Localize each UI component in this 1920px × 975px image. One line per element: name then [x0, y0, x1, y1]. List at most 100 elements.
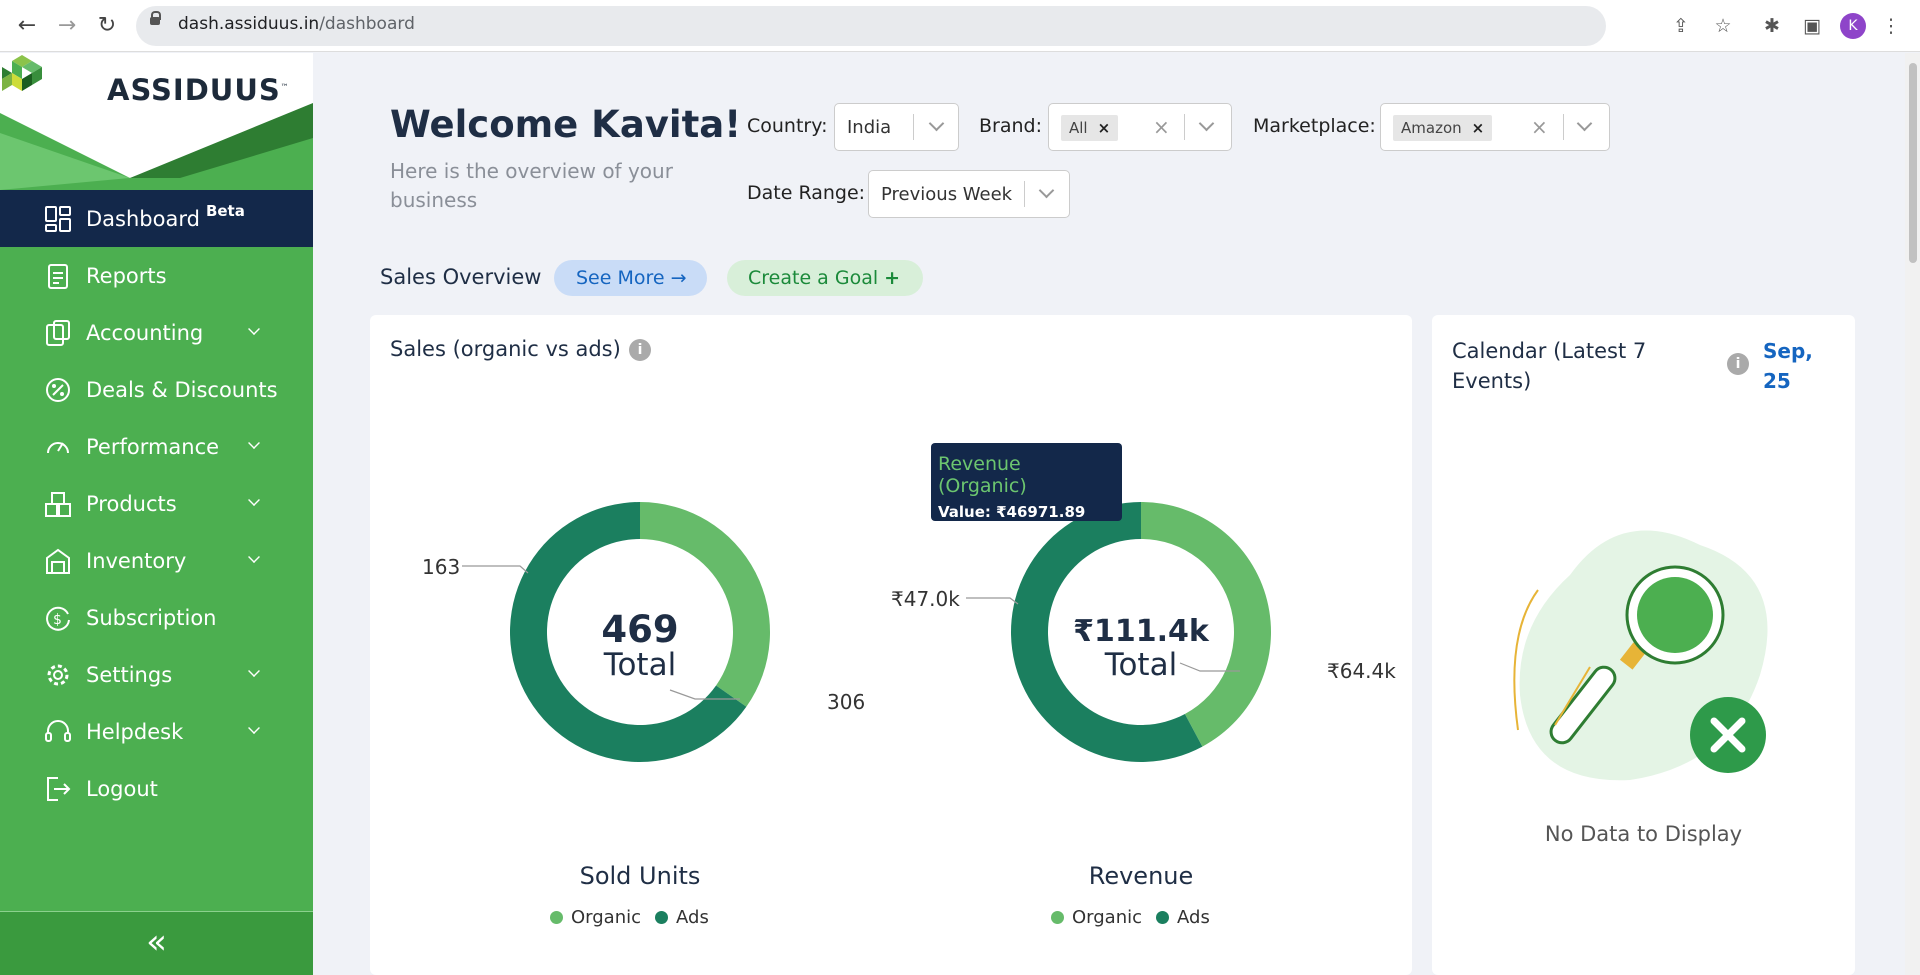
logo-area: ASSIDUUS™	[0, 53, 313, 190]
no-data-text: No Data to Display	[1544, 822, 1743, 846]
see-more-button[interactable]: See More →	[554, 260, 707, 296]
arrow-right-icon: →	[670, 267, 687, 289]
back-icon[interactable]: ←	[17, 13, 37, 38]
legend-item-ads[interactable]: Ads	[1156, 907, 1210, 928]
revenue-total-value: ₹111.4k	[1073, 614, 1209, 649]
url-text[interactable]: dash.assiduus.in/dashboard	[178, 14, 415, 34]
sidebar-item-dashboard[interactable]: Dashboard Beta	[0, 190, 313, 247]
extensions-icon[interactable]: ✱	[1764, 15, 1780, 37]
brand-select[interactable]: All × ×	[1048, 103, 1232, 151]
forward-icon[interactable]: →	[57, 13, 77, 38]
donut-slice-organic[interactable]	[640, 502, 770, 707]
chevron-down-icon	[248, 722, 260, 734]
chevron-down-icon	[248, 437, 260, 449]
sidebar-item-label: Reports	[86, 263, 167, 288]
sidebar-item-settings[interactable]: Settings	[0, 646, 313, 703]
legend-item-organic[interactable]: Organic	[550, 907, 641, 928]
sidebar-item-reports[interactable]: Reports	[0, 247, 313, 304]
sidebar-item-subscription[interactable]: $ Subscription	[0, 589, 313, 646]
side-panel-icon[interactable]: ▣	[1803, 15, 1821, 37]
divider	[1184, 114, 1185, 140]
info-icon[interactable]: i	[1727, 353, 1749, 375]
legend-item-organic[interactable]: Organic	[1051, 907, 1142, 928]
clear-icon[interactable]: ×	[1153, 115, 1170, 139]
sidebar-item-inventory[interactable]: Inventory	[0, 532, 313, 589]
marketplace-chip: Amazon ×	[1393, 115, 1493, 141]
reload-icon[interactable]: ↻	[97, 13, 117, 38]
sidebar-item-label: Deals & Discounts	[86, 377, 278, 402]
share-icon[interactable]: ⇪	[1673, 15, 1689, 37]
legend-item-ads[interactable]: Ads	[655, 907, 709, 928]
revenue-ads-label: ₹64.4k	[1327, 659, 1396, 683]
no-data-illustration	[1513, 530, 1768, 781]
tooltip-value: Value: ₹46971.89	[938, 503, 1086, 521]
logout-icon	[47, 777, 71, 801]
sales-overview-title: Sales Overview	[380, 265, 542, 289]
chevron-down-icon	[1576, 115, 1593, 132]
chart-tooltip: Revenue (Organic) Value: ₹46971.89	[931, 443, 1122, 521]
marketplace-label: Marketplace:	[1253, 115, 1376, 137]
chip-remove-icon[interactable]: ×	[1097, 119, 1111, 137]
leader-line	[669, 689, 740, 700]
revenue-total-label: Total	[1104, 647, 1178, 683]
discount-icon	[46, 378, 70, 402]
sidebar-item-label: Accounting	[86, 320, 204, 345]
logo-text: ASSIDUUS™	[107, 73, 290, 107]
brand-chip: All ×	[1061, 115, 1119, 141]
date-range-label: Date Range:	[747, 182, 866, 204]
page-scrollbar[interactable]	[1905, 53, 1920, 975]
sidebar-item-label: Settings	[86, 662, 173, 687]
star-icon[interactable]: ☆	[1714, 15, 1732, 37]
profile-avatar[interactable]: K	[1840, 13, 1866, 39]
info-icon[interactable]: i	[629, 339, 651, 361]
sidebar-item-helpdesk[interactable]: Helpdesk	[0, 703, 313, 760]
date-range-value: Previous Week	[881, 184, 1013, 205]
donut-slice-ads[interactable]	[1010, 502, 1203, 762]
divider	[1563, 114, 1564, 140]
warehouse-icon	[46, 548, 70, 574]
sidebar-item-deals-discounts[interactable]: Deals & Discounts	[0, 361, 313, 418]
create-goal-button[interactable]: Create a Goal +	[727, 260, 923, 296]
chevron-down-icon	[248, 323, 260, 335]
headset-icon	[45, 720, 71, 742]
leader-line	[1179, 662, 1240, 672]
date-range-select[interactable]: Previous Week	[868, 170, 1070, 218]
address-bar[interactable]	[136, 6, 1606, 46]
divider	[913, 114, 914, 140]
scrollbar-thumb[interactable]	[1909, 63, 1917, 263]
gauge-icon	[47, 442, 69, 454]
chevron-down-icon	[1198, 115, 1215, 132]
revenue-organic-label: ₹47.0k	[891, 587, 960, 611]
sidebar-collapse-button[interactable]: «	[0, 911, 313, 975]
sidebar-item-performance[interactable]: Performance	[0, 418, 313, 475]
donut-slice-organic[interactable]	[1141, 502, 1271, 747]
divider	[1024, 181, 1025, 207]
country-select[interactable]: India	[834, 103, 959, 151]
reports-icon	[48, 264, 68, 289]
logo-background	[0, 103, 313, 190]
sidebar-item-accounting[interactable]: Accounting	[0, 304, 313, 361]
marketplace-select[interactable]: Amazon × ×	[1380, 103, 1610, 151]
chip-remove-icon[interactable]: ×	[1471, 119, 1485, 137]
menu-kebab-icon[interactable]: ⋮	[1881, 15, 1901, 37]
chevron-down-icon	[248, 551, 260, 563]
sidebar-item-label: Performance	[86, 434, 220, 459]
chevron-down-icon	[248, 494, 260, 506]
browser-toolbar: ← → ↻ dash.assiduus.in/dashboard ⇪ ☆ ✱ ▣…	[0, 0, 1920, 52]
calendar-card-title: Calendar (Latest 7 Events)	[1452, 339, 1647, 393]
units-chart-title: Sold Units	[579, 862, 701, 890]
logo-icon	[2, 55, 42, 91]
brand-label: Brand:	[979, 115, 1042, 137]
products-icon	[45, 492, 71, 517]
donut-charts	[462, 502, 1271, 762]
sidebar-item-products[interactable]: Products	[0, 475, 313, 532]
leader-line	[966, 597, 1019, 605]
sidebar-item-logout[interactable]: Logout	[0, 760, 313, 817]
clear-icon[interactable]: ×	[1531, 115, 1548, 139]
donut-slice-ads[interactable]	[510, 502, 747, 762]
calendar-date[interactable]: Sep, 25	[1763, 339, 1813, 393]
sales-card-title: Sales (organic vs ads)	[390, 337, 621, 361]
sidebar-item-label: Products	[86, 491, 177, 516]
units-total-label: Total	[603, 647, 677, 683]
sidebar-item-label: Dashboard	[86, 206, 200, 231]
